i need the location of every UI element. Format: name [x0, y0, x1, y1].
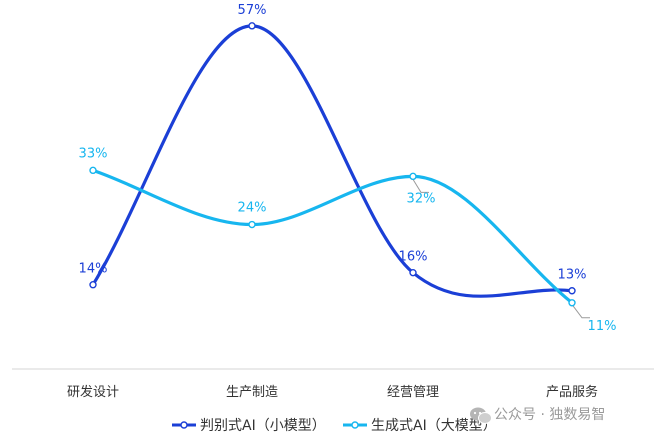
legend-label: 生成式AI（大模型）	[371, 418, 497, 434]
data-point	[409, 268, 417, 277]
data-point	[89, 281, 97, 289]
data-label: 24%	[238, 201, 267, 216]
x-tick-label: 研发设计	[67, 384, 119, 400]
data-label: 57%	[238, 3, 267, 18]
watermark-text: 公众号 · 独数易智	[494, 407, 605, 423]
data-label: 14%	[79, 262, 108, 277]
series-2-line	[91, 168, 574, 305]
x-tick-labels: 研发设计 生产制造 经营管理 产品服务	[67, 384, 598, 400]
legend-item-1: 判别式AI（小模型）	[172, 418, 326, 434]
data-point	[248, 22, 256, 30]
series-1: 14% 57% 16% 13%	[79, 3, 587, 298]
data-label: 16%	[399, 250, 428, 265]
x-tick-label: 经营管理	[387, 385, 439, 400]
data-label: 32%	[407, 191, 436, 206]
data-label: 33%	[79, 146, 108, 161]
series-2: 33% 24% 32% 11%	[79, 146, 617, 333]
series-layer: 14% 57% 16% 13% 33% 24% 32% 11%	[79, 3, 617, 334]
data-label: 11%	[588, 319, 617, 334]
legend-item-2: 生成式AI（大模型）	[343, 418, 497, 434]
label-leader	[572, 305, 590, 319]
legend: 判别式AI（小模型） 生成式AI（大模型）	[172, 418, 497, 434]
data-point	[568, 287, 576, 295]
watermark: 公众号 · 独数易智	[470, 407, 605, 424]
data-point	[409, 172, 417, 181]
legend-marker	[351, 421, 359, 429]
data-point	[89, 166, 97, 175]
legend-marker	[180, 421, 188, 429]
legend-label: 判别式AI（小模型）	[200, 418, 326, 434]
data-point	[248, 220, 256, 229]
data-point	[568, 299, 576, 307]
data-label: 13%	[558, 268, 587, 283]
series-1-line	[91, 24, 574, 298]
label-leader	[412, 179, 429, 193]
x-tick-label: 生产制造	[226, 385, 278, 400]
wechat-icon	[470, 407, 492, 424]
x-tick-label: 产品服务	[546, 384, 598, 400]
